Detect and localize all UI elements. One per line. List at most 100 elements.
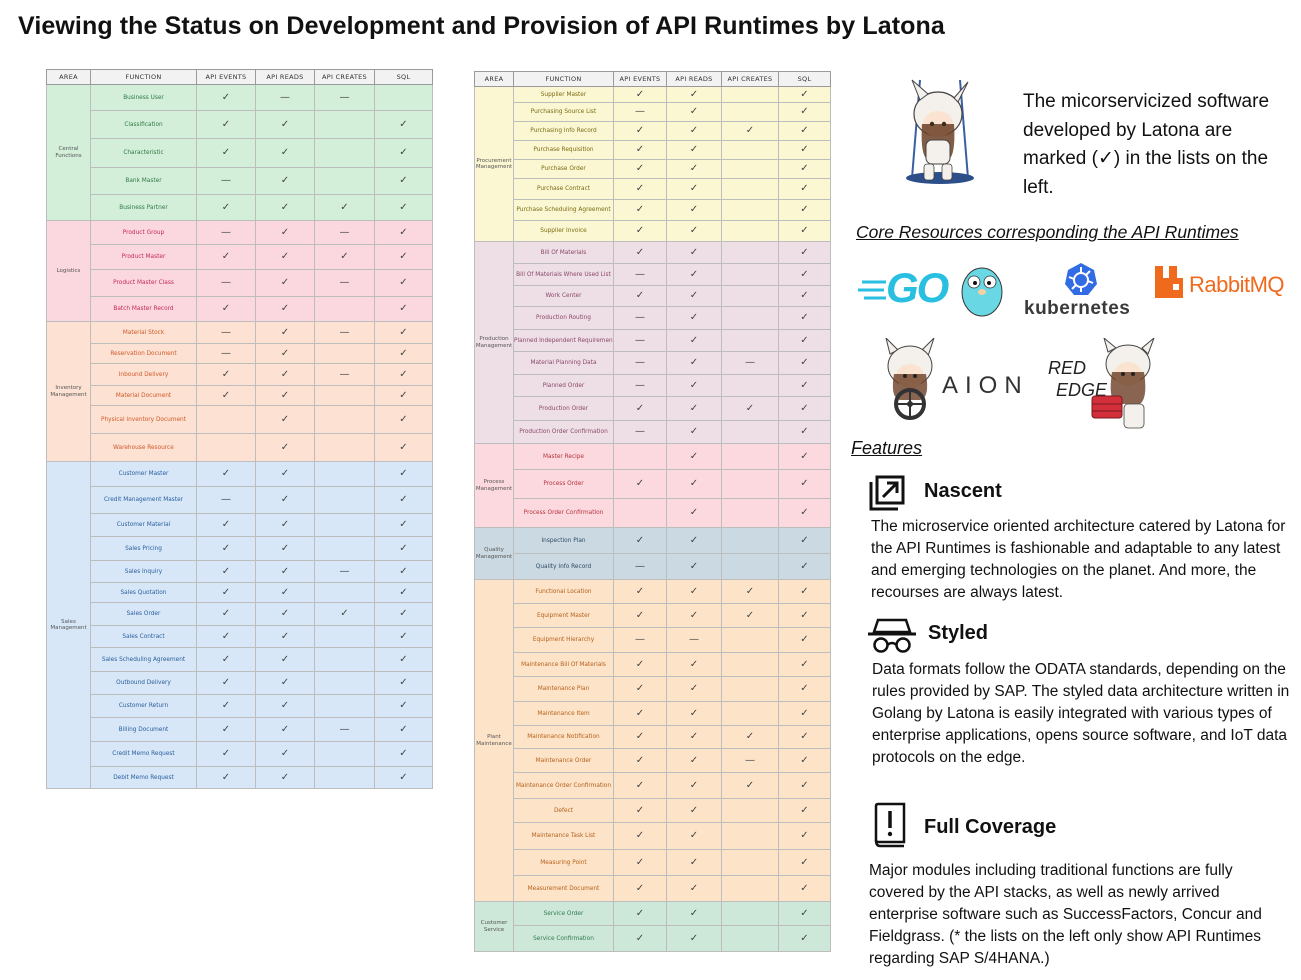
- check-mark: ✓: [613, 701, 667, 726]
- check-mark: ✓: [778, 329, 831, 352]
- function-cell: Customer Material: [90, 513, 197, 537]
- function-cell: Batch Master Record: [90, 296, 197, 322]
- function-cell: Production Order: [513, 396, 614, 421]
- mascot-swing-illustration: [906, 79, 974, 184]
- core-resources-title: Core Resources corresponding the API Run…: [856, 222, 1239, 242]
- check-mark: ✓: [374, 602, 433, 626]
- check-mark: ✓: [721, 725, 779, 749]
- check-mark: ✓: [666, 220, 722, 242]
- check-mark: ✓: [666, 263, 722, 286]
- function-cell: Measuring Point: [513, 849, 614, 876]
- check-mark: ✓: [778, 849, 831, 876]
- function-cell: Supplier Invoice: [513, 220, 614, 242]
- check-mark: ✓: [374, 167, 433, 195]
- feature-body-full-coverage: Major modules including traditional func…: [869, 862, 1262, 967]
- function-cell: Material Planning Data: [513, 351, 614, 375]
- check-mark: ✓: [196, 671, 256, 695]
- check-mark: ✓: [255, 167, 315, 195]
- aion-logo-text: AION: [942, 372, 1029, 399]
- empty-mark: [721, 701, 779, 726]
- check-mark: ✓: [721, 603, 779, 628]
- empty-mark: [721, 285, 779, 307]
- empty-mark: [721, 178, 779, 200]
- table-row: Material Planning Data — ✓ — ✓: [474, 351, 831, 375]
- mascot-steering-wheel-icon: [885, 336, 935, 420]
- empty-mark: [314, 671, 375, 695]
- check-mark: ✓: [666, 159, 722, 179]
- table-row: Inventory Management Material Stock — ✓ — ✓: [46, 321, 433, 462]
- rabbitmq-icon: [1155, 266, 1183, 298]
- dash-mark: —: [196, 486, 256, 514]
- check-mark: ✓: [778, 306, 831, 330]
- check-mark: ✓: [196, 582, 256, 603]
- check-mark: ✓: [778, 241, 831, 264]
- check-mark: ✓: [374, 363, 433, 386]
- check-mark: ✓: [666, 822, 722, 850]
- check-mark: ✓: [374, 433, 433, 462]
- check-mark: ✓: [374, 385, 433, 406]
- empty-mark: [314, 766, 375, 789]
- function-cell: Product Master Class: [90, 269, 197, 297]
- check-mark: ✓: [613, 652, 667, 677]
- check-mark: ✓: [666, 875, 722, 902]
- table-row: Customer Service Service Order ✓ ✓ ✓: [474, 901, 831, 952]
- empty-mark: [721, 798, 779, 823]
- table-row: Work Center ✓ ✓ ✓: [474, 285, 831, 307]
- dash-mark: —: [196, 321, 256, 344]
- empty-mark: [314, 582, 375, 603]
- table-row: Debit Memo Request ✓ ✓ ✓: [46, 766, 433, 789]
- empty-mark: [374, 84, 433, 111]
- check-mark: ✓: [255, 513, 315, 537]
- column-header: AREA: [46, 69, 91, 85]
- check-mark: ✓: [374, 296, 433, 322]
- check-mark: ✓: [613, 527, 667, 554]
- function-cell: Quality Info Record: [513, 553, 614, 580]
- function-cell: Sales Order: [90, 602, 197, 626]
- function-cell: Sales Inquiry: [90, 560, 197, 583]
- check-mark: ✓: [666, 849, 722, 876]
- table-row: Outbound Delivery ✓ ✓ ✓: [46, 671, 433, 695]
- check-mark: ✓: [666, 701, 722, 726]
- check-mark: ✓: [613, 676, 667, 702]
- check-mark: ✓: [255, 717, 315, 742]
- check-mark: ✓: [613, 822, 667, 850]
- check-mark: ✓: [255, 363, 315, 386]
- empty-mark: [721, 86, 779, 103]
- area-cell: Production Management: [474, 241, 514, 444]
- feature-body-styled: Data formats follow the ODATA standards,…: [872, 661, 1290, 766]
- table-row: Credit Management Master — ✓ ✓: [46, 486, 433, 514]
- table-row: Product Master Class — ✓ — ✓: [46, 269, 433, 297]
- area-cell: Sales Management: [46, 461, 91, 789]
- function-cell: Purchase Order: [513, 159, 614, 179]
- check-mark: ✓: [778, 178, 831, 200]
- function-cell: Maintenance Task List: [513, 822, 614, 850]
- table-row: Purchase Contract ✓ ✓ ✓: [474, 178, 831, 200]
- red-edge-text-line2: EDGE: [1056, 380, 1108, 400]
- check-mark: ✓: [778, 351, 831, 375]
- check-mark: ✓: [778, 121, 831, 141]
- function-cell: Product Group: [90, 220, 197, 245]
- function-cell: Inbound Delivery: [90, 363, 197, 386]
- table-row: Measurement Document ✓ ✓ ✓: [474, 875, 831, 902]
- check-mark: ✓: [666, 102, 722, 122]
- function-cell: Inspection Plan: [513, 527, 614, 554]
- function-cell: Purchasing Info Record: [513, 121, 614, 141]
- function-cell: Bank Master: [90, 167, 197, 195]
- table-row: Defect ✓ ✓ ✓: [474, 798, 831, 823]
- column-header: FUNCTION: [513, 71, 614, 87]
- check-mark: ✓: [255, 110, 315, 139]
- check-mark: ✓: [778, 822, 831, 850]
- empty-mark: [721, 159, 779, 179]
- table-row: Purchasing Source List — ✓ ✓: [474, 102, 831, 122]
- check-mark: ✓: [666, 925, 722, 952]
- check-mark: ✓: [613, 241, 667, 264]
- check-mark: ✓: [613, 469, 667, 499]
- check-mark: ✓: [666, 329, 722, 352]
- table-row: Sales Inquiry ✓ ✓ — ✓: [46, 560, 433, 583]
- check-mark: ✓: [255, 536, 315, 561]
- check-mark: ✓: [196, 625, 256, 648]
- check-mark: ✓: [666, 199, 722, 221]
- table-row: Reservation Document — ✓ ✓: [46, 343, 433, 364]
- dash-mark: —: [721, 748, 779, 773]
- check-mark: ✓: [778, 676, 831, 702]
